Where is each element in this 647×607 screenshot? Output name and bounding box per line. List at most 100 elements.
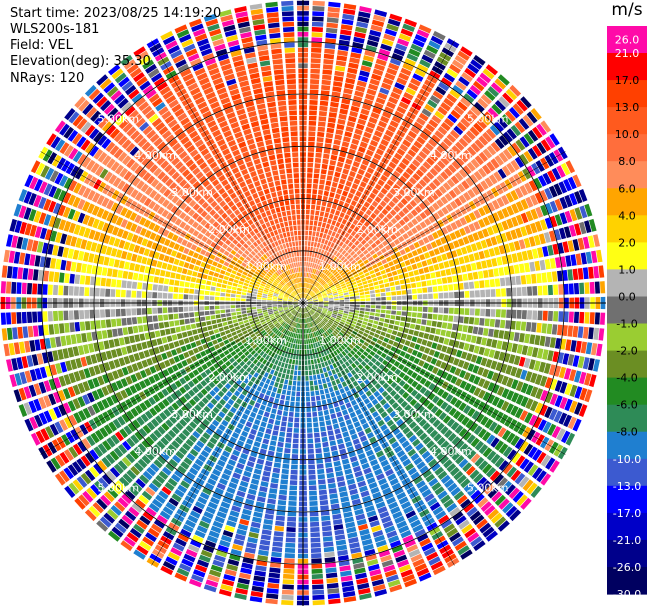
velocity-gate [306,288,308,294]
velocity-gate [306,183,312,189]
velocity-gate [227,515,238,523]
velocity-gate [491,396,500,407]
velocity-gate [124,510,137,522]
velocity-gate [413,330,420,337]
velocity-gate [435,510,447,520]
velocity-gate [395,315,401,321]
velocity-gate [303,308,305,313]
velocity-gate [241,347,248,354]
velocity-gate [205,393,213,401]
velocity-gate [397,38,410,47]
velocity-gate [579,221,587,235]
velocity-gate [339,212,345,218]
velocity-gate [329,225,335,231]
velocity-gate [290,396,295,402]
velocity-gate [327,279,332,284]
velocity-gate [174,436,184,445]
velocity-gate [398,371,406,379]
velocity-gate [60,361,68,373]
velocity-gate [458,256,465,265]
velocity-gate [365,449,374,457]
velocity-gate [164,433,173,442]
velocity-gate [310,73,320,79]
velocity-gate [304,251,307,257]
velocity-gate [295,339,298,344]
velocity-gate [547,423,557,436]
velocity-gate [404,322,411,328]
velocity-gate [373,14,386,22]
velocity-gate [426,355,433,363]
velocity-gate [33,383,42,396]
velocity-gate [265,335,271,341]
velocity-gate [107,487,119,499]
velocity-gate [365,390,372,397]
velocity-gate [515,394,524,405]
velocity-gate [432,314,438,320]
velocity-gate [440,196,449,205]
velocity-gate [432,149,442,159]
velocity-gate [542,349,549,360]
velocity-gate [458,458,469,469]
velocity-gate [379,511,390,519]
velocity-gate [318,352,322,358]
velocity-gate [482,391,491,402]
velocity-gate [564,383,573,396]
velocity-gate [478,460,489,471]
velocity-gate [530,386,539,398]
velocity-gate [418,572,432,582]
velocity-gate [204,376,212,384]
velocity-gate [593,266,600,279]
velocity-gate [432,419,441,428]
velocity-gate [425,412,433,421]
velocity-gate [286,390,291,396]
velocity-gate [262,353,268,359]
velocity-gate [309,94,319,100]
velocity-gate [53,377,62,389]
velocity-gate [375,539,387,548]
velocity-gate [307,304,313,307]
velocity-gate [392,170,401,179]
velocity-gate [59,470,70,483]
velocity-gate [306,288,309,294]
velocity-gate [178,353,185,361]
velocity-gate [368,368,375,375]
velocity-gate [321,222,327,228]
velocity-gate [419,132,429,141]
velocity-gate [548,185,558,198]
velocity-gate [433,164,442,173]
velocity-gate [345,419,352,426]
velocity-gate [222,450,231,458]
velocity-gate [267,582,280,589]
velocity-gate [508,106,520,119]
velocity-gate [145,486,156,497]
velocity-gate [446,251,453,260]
velocity-gate [373,584,386,592]
velocity-gate [361,440,370,447]
velocity-gate [528,180,538,192]
velocity-gate [190,355,198,362]
velocity-gate [268,350,273,356]
velocity-gate [55,454,66,467]
velocity-gate [139,333,146,341]
velocity-gate [511,343,518,353]
velocity-gate [368,394,376,402]
velocity-gate [520,382,529,394]
velocity-gate [331,91,341,98]
velocity-gate [479,280,485,288]
velocity-gate [84,469,96,482]
velocity-gate [310,241,314,247]
velocity-gate [323,383,328,389]
velocity-gate [357,480,367,488]
velocity-gate [149,432,159,442]
velocity-gate [246,353,253,360]
velocity-gate [256,323,262,328]
velocity-gate [307,317,310,323]
velocity-gate [465,177,474,187]
velocity-gate [320,249,325,255]
velocity-gate [304,293,306,298]
velocity-gate [277,505,286,511]
velocity-gate [329,160,337,166]
velocity-gate [143,324,149,332]
velocity-gate [355,298,360,302]
velocity-gate [328,307,334,310]
